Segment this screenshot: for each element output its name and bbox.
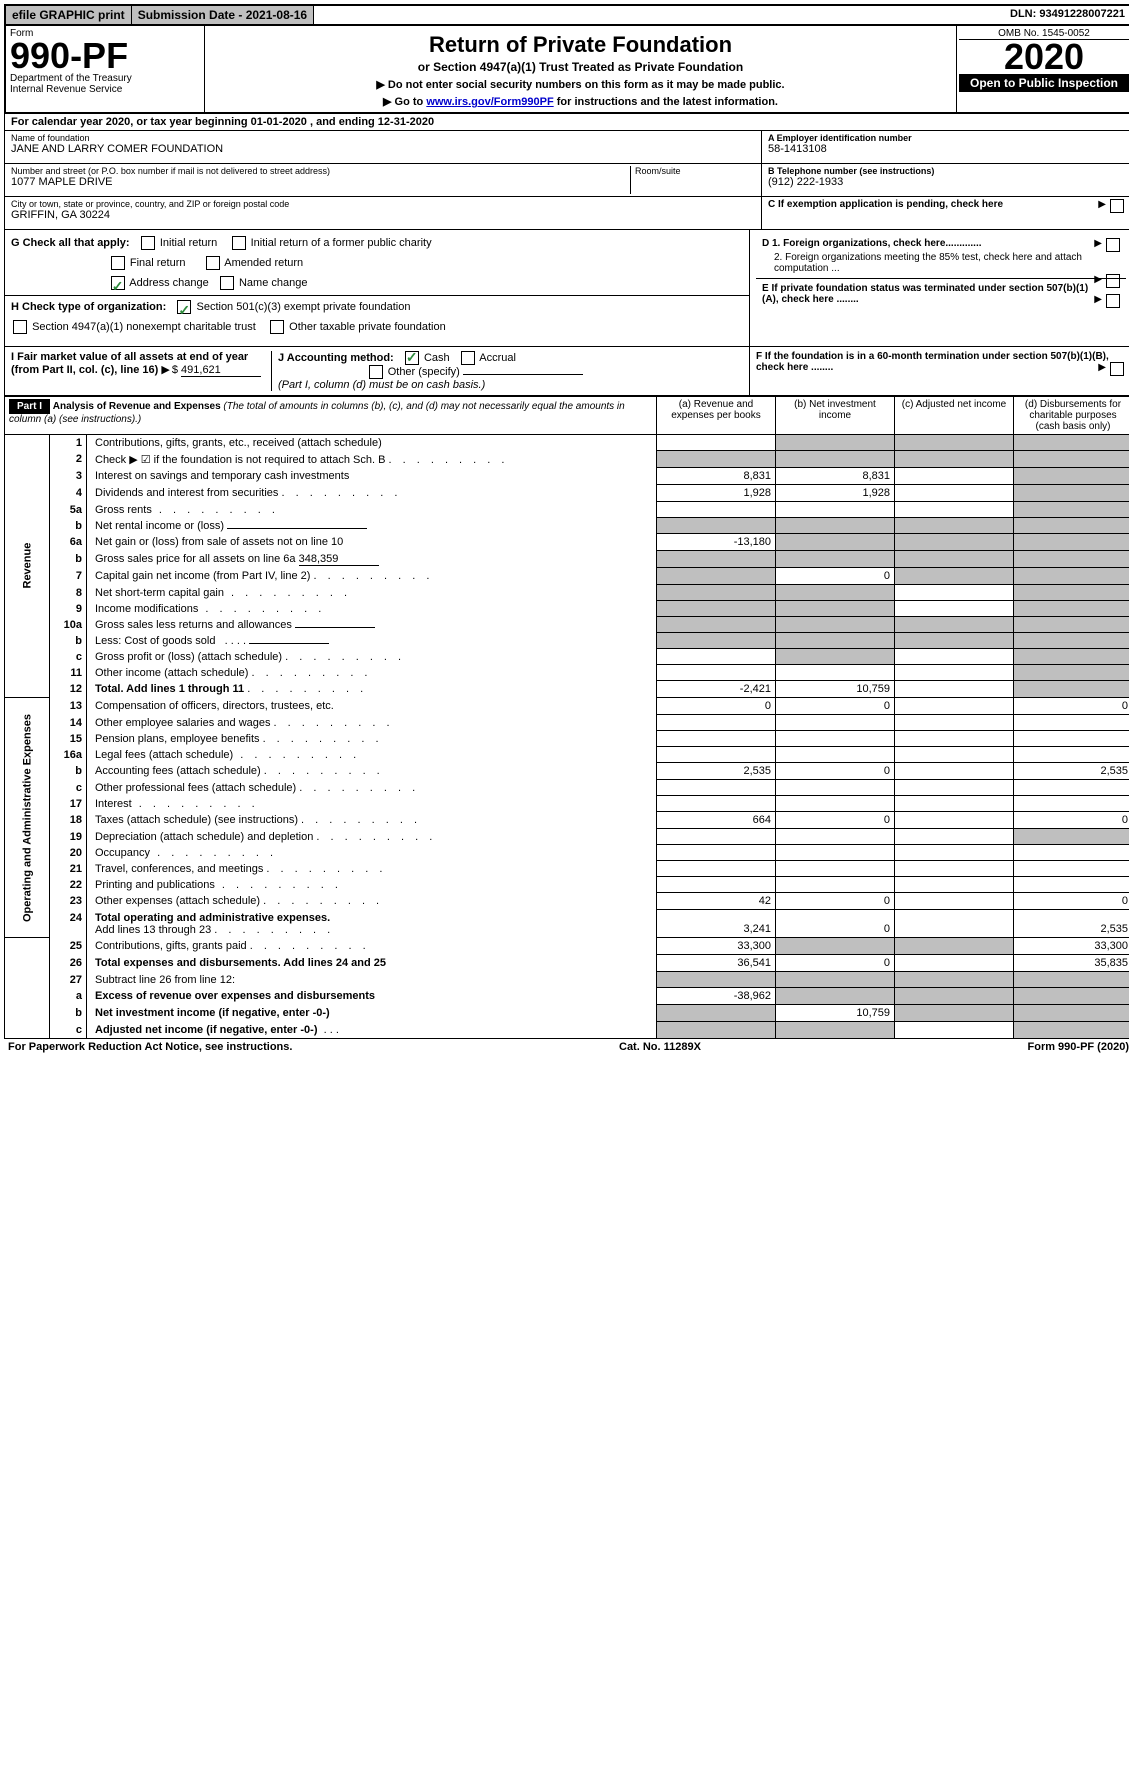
d-block: D 1. Foreign organizations, check here..…: [756, 234, 1126, 279]
col-b-header: (b) Net investment income: [776, 396, 895, 434]
top-bar: efile GRAPHIC print Submission Date - 20…: [4, 4, 1129, 26]
part1-label: Part I: [9, 399, 50, 414]
chk-f[interactable]: [1110, 362, 1124, 376]
chk-other-taxable[interactable]: [270, 320, 284, 334]
room-label: Room/suite: [635, 166, 755, 176]
chk-cash[interactable]: [405, 351, 419, 365]
chk-d1[interactable]: [1106, 238, 1120, 252]
header-right: OMB No. 1545-0052 2020 Open to Public In…: [956, 26, 1129, 112]
f-block: F If the foundation is in a 60-month ter…: [749, 347, 1129, 395]
open-public: Open to Public Inspection: [959, 74, 1129, 92]
checks-block: G Check all that apply: Initial return I…: [4, 230, 1129, 347]
checkbox-c[interactable]: [1110, 199, 1124, 213]
chk-name-change[interactable]: [220, 276, 234, 290]
telephone: (912) 222-1933: [768, 176, 1126, 188]
chk-4947[interactable]: [13, 320, 27, 334]
col-c-header: (c) Adjusted net income: [895, 396, 1014, 434]
arrow-icon: [1098, 199, 1108, 210]
col-a-header: (a) Revenue and expenses per books: [657, 396, 776, 434]
ijf-block: I Fair market value of all assets at end…: [4, 347, 1129, 396]
chk-address[interactable]: [111, 276, 125, 290]
street-address: 1077 MAPLE DRIVE: [11, 176, 630, 188]
ein-block: A Employer identification number 58-1413…: [762, 131, 1129, 164]
form-number: 990-PF: [10, 35, 200, 77]
note-link: ▶ Go to www.irs.gov/Form990PF for instru…: [209, 95, 952, 108]
form-ref: Form 990-PF (2020): [1028, 1041, 1129, 1053]
form-title: Return of Private Foundation: [209, 32, 952, 58]
irs: Internal Revenue Service: [10, 84, 200, 95]
expenses-label: Operating and Administrative Expenses: [5, 698, 50, 938]
ein: 58-1413108: [768, 143, 1126, 155]
g-row: G Check all that apply: Initial return I…: [11, 234, 743, 293]
chk-final[interactable]: [111, 256, 125, 270]
paperwork-notice: For Paperwork Reduction Act Notice, see …: [8, 1041, 292, 1053]
cat-no: Cat. No. 11289X: [619, 1041, 701, 1053]
revenue-label: Revenue: [5, 434, 50, 698]
tax-year: 2020: [959, 36, 1129, 78]
header-left: Form 990-PF Department of the Treasury I…: [6, 26, 205, 112]
page-footer: For Paperwork Reduction Act Notice, see …: [4, 1039, 1129, 1055]
entity-block: Name of foundation JANE AND LARRY COMER …: [4, 131, 1129, 230]
efile-btn[interactable]: efile GRAPHIC print: [6, 6, 132, 24]
submission-btn[interactable]: Submission Date - 2021-08-16: [132, 6, 314, 24]
chk-accrual[interactable]: [461, 351, 475, 365]
chk-501c3[interactable]: [177, 300, 191, 314]
irs-link[interactable]: www.irs.gov/Form990PF: [426, 96, 553, 108]
chk-amended[interactable]: [206, 256, 220, 270]
telephone-block: B Telephone number (see instructions) (9…: [762, 164, 1129, 197]
chk-e[interactable]: [1106, 294, 1120, 308]
e-block: E If private foundation status was termi…: [756, 279, 1126, 319]
dln: DLN: 93491228007221: [1004, 6, 1129, 24]
calendar-year: For calendar year 2020, or tax year begi…: [4, 114, 1129, 131]
j-block: J Accounting method: Cash Accrual Other …: [271, 351, 743, 391]
dept: Department of the Treasury: [10, 73, 200, 84]
form-subtitle: or Section 4947(a)(1) Trust Treated as P…: [209, 60, 952, 74]
chk-initial[interactable]: [141, 236, 155, 250]
city-state-zip: GRIFFIN, GA 30224: [11, 209, 755, 221]
i-block: I Fair market value of all assets at end…: [11, 351, 271, 391]
fmv-value: 491,621: [181, 364, 261, 377]
chk-other-method[interactable]: [369, 365, 383, 379]
part1-table: Part I Analysis of Revenue and Expenses …: [4, 396, 1129, 1039]
foundation-name: JANE AND LARRY COMER FOUNDATION: [11, 143, 755, 155]
header-center: Return of Private Foundation or Section …: [205, 26, 956, 112]
form-header: Form 990-PF Department of the Treasury I…: [4, 26, 1129, 114]
col-d-header: (d) Disbursements for charitable purpose…: [1014, 396, 1129, 434]
note-ssn: ▶ Do not enter social security numbers o…: [209, 78, 952, 91]
city-block: City or town, state or province, country…: [5, 197, 761, 229]
chk-initial-former[interactable]: [232, 236, 246, 250]
foundation-name-block: Name of foundation JANE AND LARRY COMER …: [5, 131, 761, 164]
h-row: H Check type of organization: Section 50…: [5, 295, 749, 340]
address-block: Number and street (or P.O. box number if…: [5, 164, 761, 197]
line6b-value: 348,359: [299, 553, 379, 566]
exemption-pending: C If exemption application is pending, c…: [762, 197, 1129, 229]
